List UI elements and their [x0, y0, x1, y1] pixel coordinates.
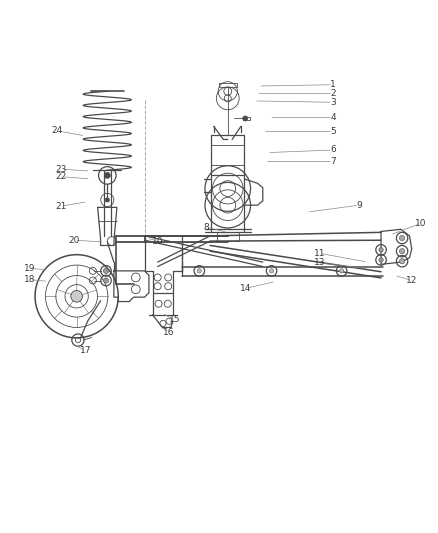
Circle shape	[339, 269, 344, 273]
Text: 1: 1	[330, 80, 336, 89]
Text: 16: 16	[163, 328, 174, 337]
Circle shape	[379, 258, 383, 262]
Text: 23: 23	[56, 165, 67, 174]
Text: 20: 20	[69, 236, 80, 245]
Text: 12: 12	[406, 276, 417, 285]
Text: 15: 15	[170, 316, 181, 325]
Text: 9: 9	[356, 201, 362, 209]
Text: 7: 7	[330, 157, 336, 166]
Text: 13: 13	[314, 259, 325, 268]
Circle shape	[243, 116, 248, 121]
Circle shape	[104, 172, 110, 179]
Text: 6: 6	[330, 146, 336, 155]
Circle shape	[105, 198, 110, 202]
Text: 14: 14	[240, 284, 251, 293]
Text: 21: 21	[56, 201, 67, 211]
Text: 17: 17	[80, 346, 91, 355]
Text: 10: 10	[152, 237, 163, 246]
Text: 5: 5	[330, 127, 336, 136]
Text: 10: 10	[415, 219, 426, 228]
Text: 18: 18	[24, 275, 35, 284]
Text: 24: 24	[51, 126, 63, 135]
Circle shape	[103, 278, 109, 283]
Text: 11: 11	[314, 249, 325, 258]
Text: 19: 19	[24, 264, 35, 273]
Text: 3: 3	[330, 98, 336, 107]
Circle shape	[269, 269, 274, 273]
Text: 8: 8	[203, 223, 209, 231]
Circle shape	[399, 248, 405, 254]
Circle shape	[399, 236, 405, 241]
Text: 4: 4	[330, 113, 336, 122]
Text: 22: 22	[56, 172, 67, 181]
Circle shape	[399, 259, 405, 264]
Circle shape	[197, 269, 201, 273]
Text: 2: 2	[330, 89, 336, 98]
Circle shape	[103, 268, 109, 273]
Circle shape	[379, 248, 383, 252]
Circle shape	[71, 290, 82, 302]
